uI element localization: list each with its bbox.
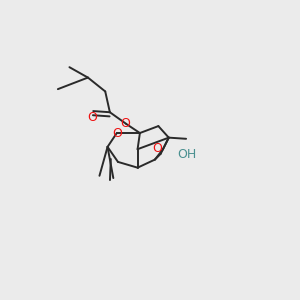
Text: O: O [112, 127, 122, 140]
Text: O: O [120, 117, 130, 130]
Text: OH: OH [177, 148, 196, 161]
Text: O: O [88, 111, 98, 124]
Text: O: O [152, 142, 162, 155]
